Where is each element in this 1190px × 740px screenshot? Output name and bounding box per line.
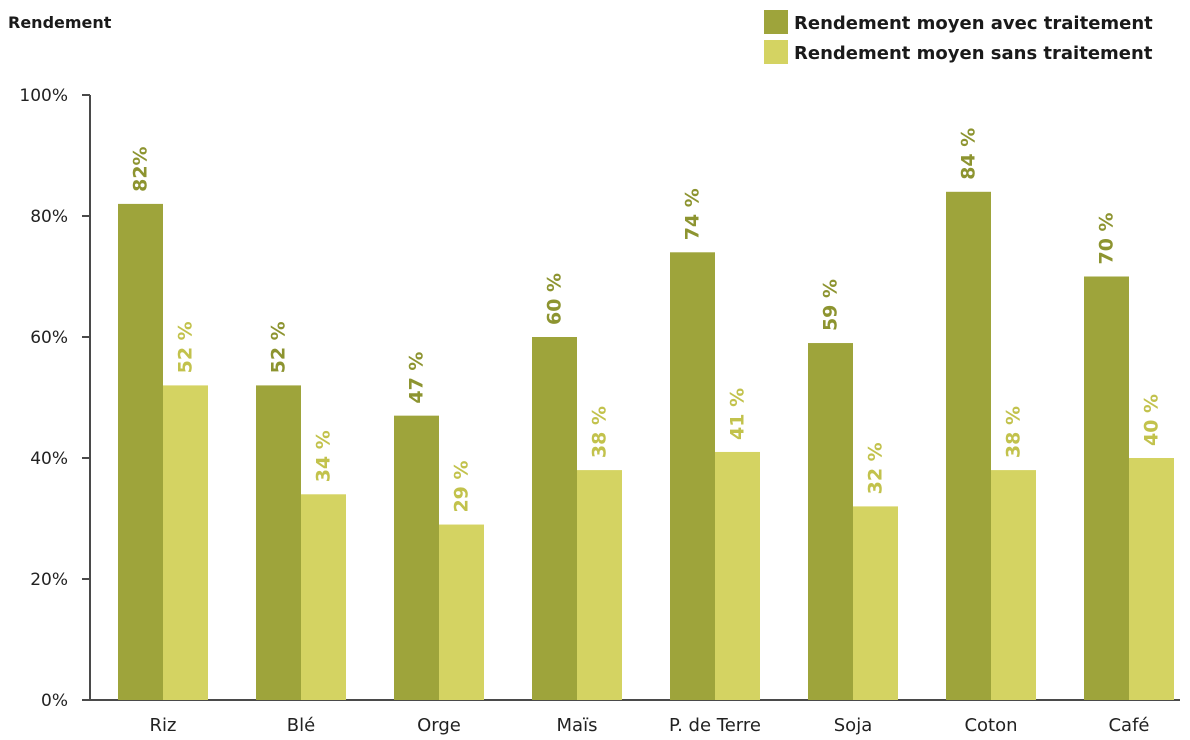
x-category-label: Maïs (557, 715, 598, 736)
x-category-label: Orge (417, 715, 461, 736)
data-label: 74 % (682, 188, 704, 240)
x-category-label: Riz (150, 715, 177, 736)
data-label: 84 % (958, 128, 980, 180)
bar-avec (118, 203, 163, 700)
legend-swatch-avec (764, 10, 788, 34)
data-label: 60 % (544, 273, 566, 325)
bar-sans (853, 506, 898, 700)
legend-label-sans: Rendement moyen sans traitement (794, 43, 1153, 64)
category-labels: Riz Blé Orge Maïs P. de Terre Soja Coton Café (150, 715, 1150, 736)
y-tick-label: 40% (30, 449, 68, 469)
bar-sans (1129, 458, 1174, 700)
x-category-label: Café (1108, 715, 1149, 736)
data-label: 38 % (589, 406, 611, 458)
bar-avec (946, 191, 991, 701)
legend-label-avec: Rendement moyen avec traitement (794, 13, 1153, 34)
y-tick-label: 0% (41, 691, 68, 711)
data-label: 52 % (268, 321, 290, 373)
y-tick-label: 60% (30, 328, 68, 348)
data-label: 29 % (451, 460, 473, 512)
bar-avec (394, 415, 439, 700)
y-tick-label: 20% (30, 570, 68, 590)
bar-sans (439, 524, 484, 700)
data-label: 41 % (727, 388, 749, 440)
data-label: 38 % (1003, 406, 1025, 458)
data-label: 34 % (313, 430, 335, 482)
data-labels: 82% 52 % 52 % 34 % 47 % 29 % 60 % 38 % 74 % 41 % 5… (130, 128, 1163, 513)
data-label: 47 % (406, 352, 428, 404)
bar-sans (715, 451, 760, 700)
y-tick-label: 100% (19, 86, 68, 106)
data-label: 59 % (820, 279, 842, 331)
bar-avec (1084, 276, 1129, 700)
legend: Rendement moyen avec traitement Rendemen… (764, 10, 1153, 64)
bar-sans (163, 385, 208, 700)
x-category-label: P. de Terre (669, 715, 761, 736)
bars (118, 191, 1174, 701)
y-axis-label: Rendement (8, 13, 112, 32)
bar-avec (670, 252, 715, 701)
data-label: 70 % (1096, 212, 1118, 264)
data-label: 52 % (175, 321, 197, 373)
bar-avec (532, 337, 577, 700)
x-category-label: Soja (834, 715, 872, 736)
bar-sans (301, 494, 346, 700)
bar-sans (991, 470, 1036, 700)
x-category-label: Coton (964, 715, 1017, 736)
data-label: 40 % (1141, 394, 1163, 446)
bar-sans (577, 470, 622, 700)
legend-swatch-sans (764, 40, 788, 64)
y-tick-label: 80% (30, 207, 68, 227)
bar-avec (808, 343, 853, 700)
y-ticks: 0% 20% 40% 60% 80% 100% (19, 86, 90, 711)
x-category-label: Blé (287, 715, 315, 736)
bar-avec (256, 385, 301, 700)
data-label: 82% (130, 146, 152, 191)
data-label: 32 % (865, 442, 887, 494)
